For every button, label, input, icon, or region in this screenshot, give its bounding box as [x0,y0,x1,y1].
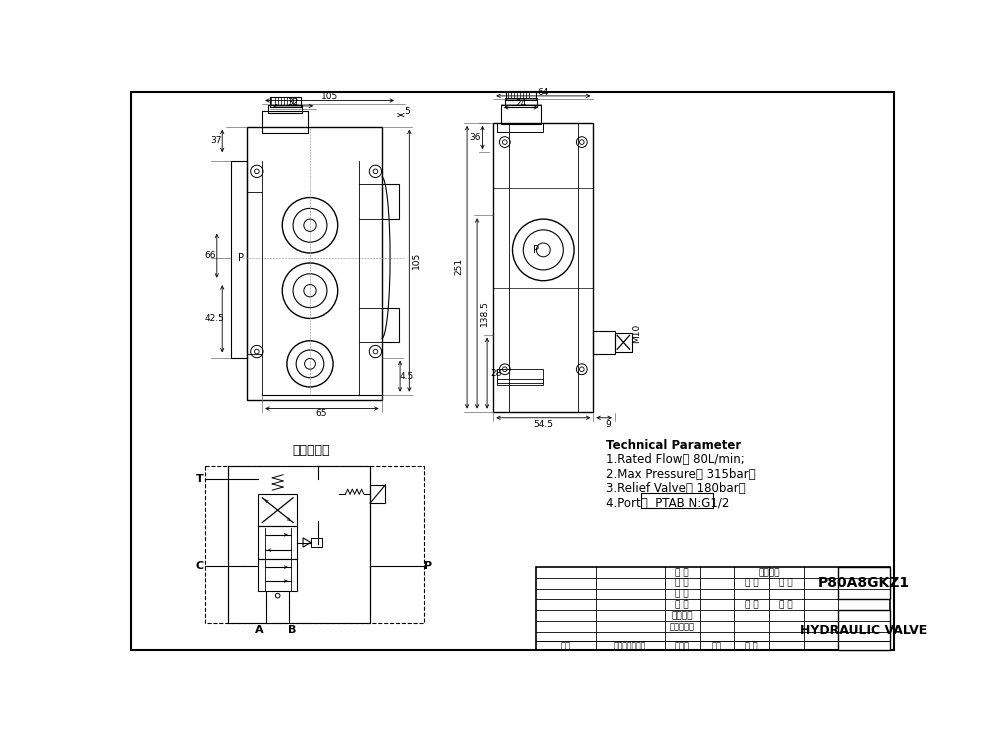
Text: C: C [196,561,204,570]
Text: 更改人: 更改人 [675,641,690,650]
Bar [838,567,890,600]
FancyBboxPatch shape [641,493,713,508]
Text: 28: 28 [491,368,502,378]
Bar [536,567,890,650]
Bar [506,90,536,100]
Text: 液压原理图: 液压原理图 [292,444,330,456]
Text: 标记: 标记 [561,641,571,650]
Text: 工艺检查: 工艺检查 [672,611,693,620]
Text: HYDRAULIC VALVE: HYDRAULIC VALVE [800,624,928,637]
Text: T: T [196,474,204,484]
Bar [497,379,543,385]
Bar [311,538,322,547]
Text: 日期: 日期 [712,641,722,650]
Bar [497,123,543,132]
Text: 24: 24 [515,99,527,108]
Text: 比 例: 比 例 [779,578,793,588]
Text: 标准化检查: 标准化检查 [670,622,695,631]
Bar [501,105,541,124]
Bar [382,184,399,219]
Text: M10: M10 [632,323,641,343]
Text: 54.5: 54.5 [533,420,553,429]
Text: P: P [424,561,432,570]
Bar [262,111,308,133]
Bar [615,333,632,351]
Text: 32: 32 [287,98,299,107]
Bar [497,369,543,383]
Bar [370,485,385,503]
Text: 制 图: 制 图 [675,578,689,588]
Bar [258,494,297,526]
Text: P80A8GKZ1: P80A8GKZ1 [818,576,910,590]
Text: 2.Max Pressure： 315bar，: 2.Max Pressure： 315bar， [606,467,756,481]
Text: 36: 36 [469,133,481,142]
Text: 251: 251 [454,258,463,276]
Bar [382,308,399,343]
Bar [838,610,890,650]
Text: 4.Port：  PTAB N:G1/2: 4.Port： PTAB N:G1/2 [606,497,730,510]
Bar [258,526,297,559]
Text: Technical Parameter: Technical Parameter [606,439,742,451]
Text: 4.5: 4.5 [400,372,414,381]
Bar [593,331,615,354]
Text: B: B [288,625,296,635]
Text: 图样标记: 图样标记 [758,568,780,577]
Text: 校 对: 校 对 [675,600,689,609]
Text: 37: 37 [210,136,222,145]
Bar [205,465,424,623]
Text: 64: 64 [538,87,549,96]
Bar [231,162,247,358]
Text: 重 量: 重 量 [745,578,758,588]
Bar [493,123,593,412]
Text: 5: 5 [404,107,410,116]
Text: P: P [533,245,539,255]
Text: 设 计: 设 计 [675,568,689,577]
Text: 审 核: 审 核 [779,600,793,609]
Text: 共 张: 共 张 [745,600,758,609]
Text: 105: 105 [321,92,338,101]
Text: 更改内容或依据: 更改内容或依据 [614,641,646,650]
Bar [505,98,537,107]
Text: 65: 65 [316,409,327,418]
Text: 66: 66 [204,251,216,259]
Bar [228,465,370,623]
Text: A: A [255,625,263,635]
Text: 审 核: 审 核 [745,641,758,650]
Text: 105: 105 [412,252,421,269]
Text: 描 图: 描 图 [675,589,689,598]
Text: P: P [238,253,244,262]
Text: 1.Rated Flow： 80L/min;: 1.Rated Flow： 80L/min; [606,453,745,466]
Text: 138.5: 138.5 [480,300,489,326]
Text: 42.5: 42.5 [205,314,224,323]
Text: 3.Relief Valve： 180bar；: 3.Relief Valve： 180bar； [606,482,746,495]
Bar [268,105,302,113]
Bar [270,98,301,107]
Bar [247,126,382,400]
Text: 9: 9 [606,420,612,429]
Bar [258,559,297,591]
